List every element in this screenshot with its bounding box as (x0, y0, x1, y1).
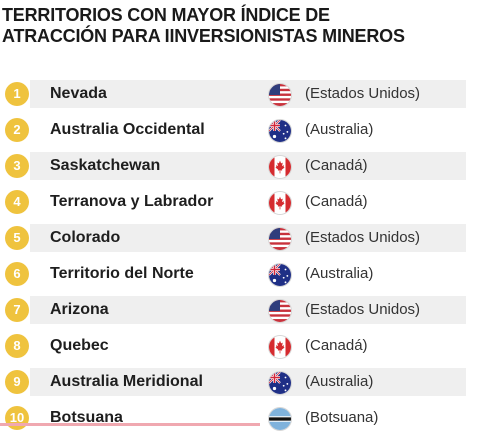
country-name: (Australia) (305, 373, 374, 390)
list-item: 10 Botsuana (Botsuana) (0, 400, 500, 436)
list-item: 7 Arizona (Estados Unidos) (0, 292, 500, 328)
country-name: (Estados Unidos) (305, 85, 421, 102)
australia-flag-icon (268, 263, 292, 287)
canada-flag-icon (268, 155, 292, 179)
list-item: 4 Terranova y Labrador (Canadá) (0, 184, 500, 220)
territory-name: Nevada (50, 85, 107, 102)
ranking-list: 1 Nevada (Estados Unidos) 2 Australia Oc… (0, 76, 500, 436)
usa-flag-icon (268, 227, 292, 251)
country-name: (Estados Unidos) (305, 301, 421, 318)
rank-badge: 5 (5, 226, 29, 250)
country-name: (Botsuana) (305, 409, 379, 426)
country-name: (Canadá) (305, 157, 368, 174)
territory-name: Botsuana (50, 409, 123, 426)
rank-badge: 8 (5, 334, 29, 358)
rank-badge: 1 (5, 82, 29, 106)
territory-name: Australia Meridional (50, 373, 203, 390)
territory-name: Colorado (50, 229, 121, 246)
territory-name: Australia Occidental (50, 121, 205, 138)
list-item: 3 Saskatchewan (Canadá) (0, 148, 500, 184)
rank-badge: 9 (5, 370, 29, 394)
list-item: 5 Colorado (Estados Unidos) (0, 220, 500, 256)
territory-name: Territorio del Norte (50, 265, 194, 282)
australia-flag-icon (268, 119, 292, 143)
list-item: 8 Quebec (Canadá) (0, 328, 500, 364)
rank-badge: 2 (5, 118, 29, 142)
page-title: TERRITORIOS CON MAYOR ÍNDICE DE ATRACCIÓ… (2, 5, 492, 47)
territory-name: Quebec (50, 337, 109, 354)
country-name: (Australia) (305, 265, 374, 282)
country-name: (Canadá) (305, 337, 368, 354)
territory-name: Terranova y Labrador (50, 193, 214, 210)
canada-flag-icon (268, 335, 292, 359)
title-line-1: TERRITORIOS CON MAYOR ÍNDICE DE (2, 5, 330, 25)
territory-name: Saskatchewan (50, 157, 161, 174)
usa-flag-icon (268, 83, 292, 107)
list-item: 2 Australia Occidental (Australia) (0, 112, 500, 148)
botswana-flag-icon (268, 407, 292, 431)
australia-flag-icon (268, 371, 292, 395)
country-name: (Canadá) (305, 193, 368, 210)
title-line-2: ATRACCIÓN PARA IINVERSIONISTAS MINEROS (2, 26, 405, 46)
accent-rule (0, 423, 260, 426)
rank-badge: 3 (5, 154, 29, 178)
list-item: 6 Territorio del Norte (Australia) (0, 256, 500, 292)
usa-flag-icon (268, 299, 292, 323)
country-name: (Australia) (305, 121, 374, 138)
rank-badge: 10 (5, 406, 29, 430)
rank-badge: 4 (5, 190, 29, 214)
canada-flag-icon (268, 191, 292, 215)
territory-name: Arizona (50, 301, 109, 318)
country-name: (Estados Unidos) (305, 229, 421, 246)
list-item: 9 Australia Meridional (Australia) (0, 364, 500, 400)
list-item: 1 Nevada (Estados Unidos) (0, 76, 500, 112)
rank-badge: 7 (5, 298, 29, 322)
rank-badge: 6 (5, 262, 29, 286)
